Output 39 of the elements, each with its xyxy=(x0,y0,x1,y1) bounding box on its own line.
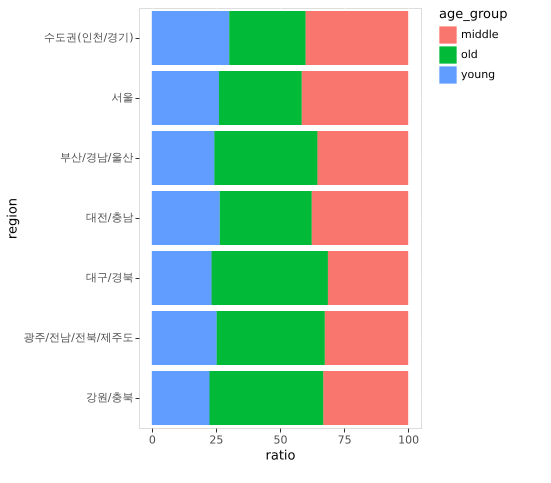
y-tick-label: 대구/경북 xyxy=(86,271,134,284)
legend-label: young xyxy=(461,68,496,81)
x-tick-label: 25 xyxy=(209,434,224,446)
x-tick-label: 0 xyxy=(148,434,156,446)
x-tick-label: 75 xyxy=(338,434,352,446)
legend-title: age_group xyxy=(439,7,508,22)
bar xyxy=(306,11,408,65)
legend-label: middle xyxy=(461,28,499,41)
y-tick-label: 광주/전남/전북/제주도 xyxy=(23,331,134,344)
bar xyxy=(328,251,408,305)
y-tick-label: 대전/충남 xyxy=(86,211,134,224)
bar xyxy=(214,131,318,185)
bar xyxy=(324,311,408,365)
bar xyxy=(152,311,217,365)
y-tick-label: 서울 xyxy=(112,91,134,104)
legend-label: old xyxy=(461,48,478,61)
x-axis-title: ratio xyxy=(266,448,296,464)
y-tick-label: 수도권(인천/경기) xyxy=(44,31,134,44)
bar xyxy=(152,71,219,125)
bar xyxy=(152,371,210,425)
bar xyxy=(216,311,325,365)
bar xyxy=(220,191,312,245)
bar xyxy=(218,71,302,125)
y-tick-label: 강원/충북 xyxy=(86,391,134,404)
bar xyxy=(229,11,306,65)
bar xyxy=(302,71,408,125)
bar xyxy=(210,371,324,425)
y-axis-title: region xyxy=(5,198,20,240)
bar xyxy=(312,191,408,245)
y-tick-label: 부산/경남/울산 xyxy=(60,151,134,164)
x-tick-label: 50 xyxy=(274,434,288,446)
bar xyxy=(152,251,212,305)
x-tick-label: 100 xyxy=(398,434,420,446)
bar xyxy=(152,11,230,65)
bar xyxy=(317,131,408,185)
bar xyxy=(212,251,328,305)
bar xyxy=(152,131,214,185)
bar xyxy=(152,191,220,245)
bar xyxy=(323,371,408,425)
